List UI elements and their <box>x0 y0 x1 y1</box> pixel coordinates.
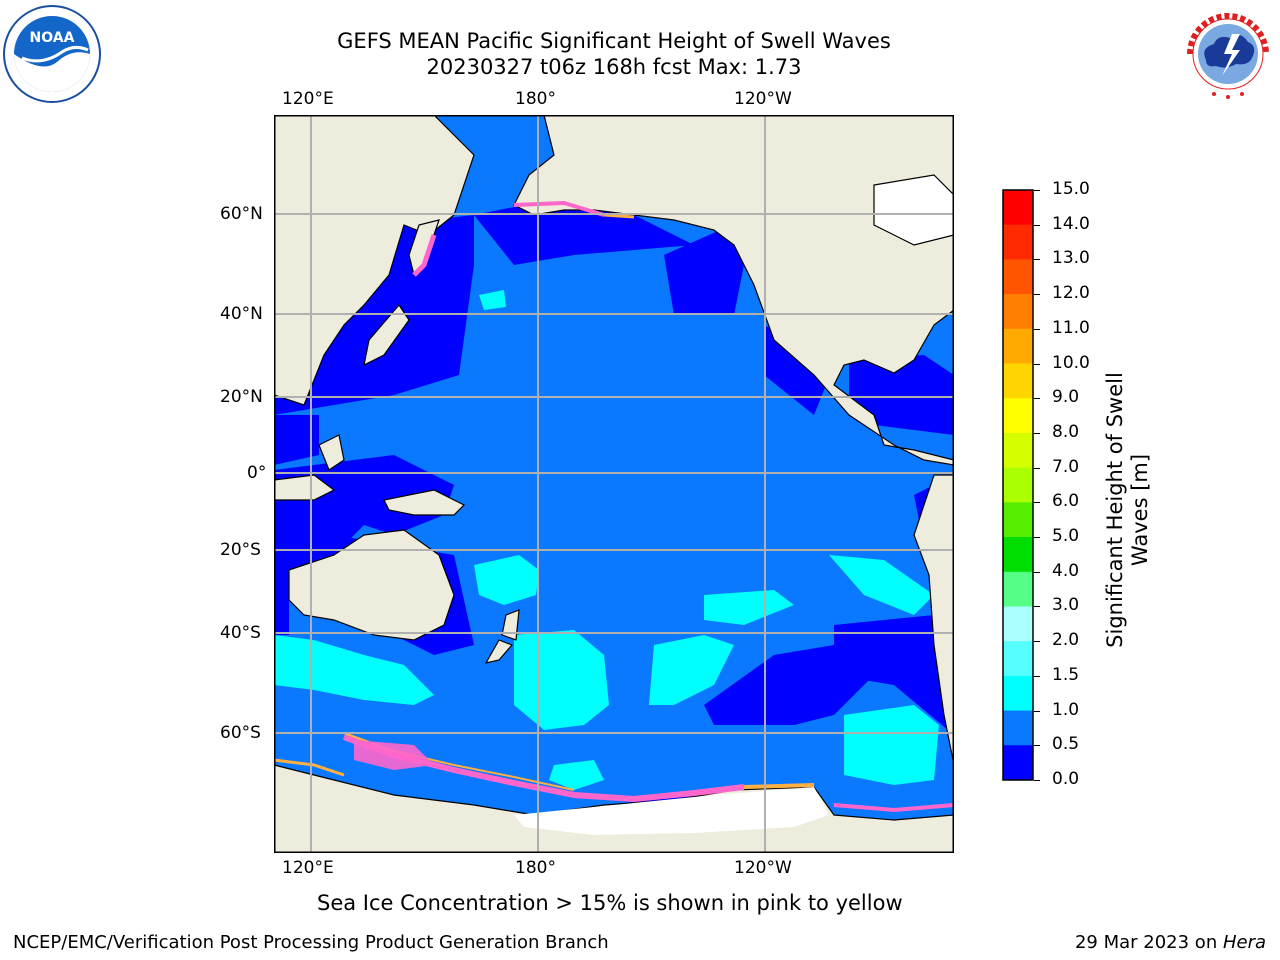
colorbar-tick-mark <box>1034 294 1040 296</box>
colorbar-tick-label: 0.0 <box>1052 769 1080 789</box>
lat-label: 60°S <box>220 723 261 743</box>
colorbar-frame <box>1002 189 1034 781</box>
colorbar-swatch <box>1003 190 1033 226</box>
top-lon-label: 120°E <box>282 89 334 109</box>
footer-machine: Hera <box>1222 932 1266 953</box>
top-lon-label: 180° <box>515 89 556 109</box>
colorbar-swatch <box>1003 675 1033 712</box>
colorbar-tick-mark <box>1034 190 1040 191</box>
colorbar-tick-mark <box>1034 502 1040 504</box>
colorbar-swatch <box>1003 259 1033 295</box>
colorbar-swatch <box>1003 606 1033 642</box>
colorbar-tick-label: 13.0 <box>1052 248 1090 269</box>
footer-date: 29 Mar 2023 on Hera <box>1075 932 1266 953</box>
colorbar-tick-label: 8.0 <box>1052 421 1080 442</box>
colorbar-tick-label: 5.0 <box>1052 526 1080 547</box>
footer-date-text: 29 Mar 2023 on <box>1074 932 1223 953</box>
colorbar-tick-label: 1.5 <box>1052 664 1080 685</box>
colorbar-tick-mark <box>1034 224 1040 226</box>
colorbar-tick-label: 10.0 <box>1052 352 1090 373</box>
bottom-lon-label: 120°E <box>282 858 334 878</box>
colorbar-swatch <box>1003 745 1033 781</box>
map-title-line1: GEFS MEAN Pacific Significant Height of … <box>337 29 891 53</box>
colorbar-swatch <box>1003 537 1033 573</box>
colorbar-tick-mark <box>1034 606 1040 608</box>
lat-label: 40°S <box>220 623 261 643</box>
colorbar-swatch <box>1003 641 1033 677</box>
noaa-logo: NOAA <box>3 5 101 103</box>
colorbar-tick-mark <box>1034 328 1040 330</box>
colorbar-tick-mark <box>1034 745 1040 747</box>
lat-label: 40°N <box>220 304 263 324</box>
colorbar-tick-label: 4.0 <box>1052 560 1080 581</box>
colorbar-swatch <box>1003 571 1033 607</box>
sea-ice-caption: Sea Ice Concentration > 15% is shown in … <box>317 891 903 915</box>
colorbar-tick-label: 9.0 <box>1052 387 1080 408</box>
graticule <box>274 115 954 853</box>
colorbar-tick-label: 12.0 <box>1052 283 1090 304</box>
lat-label: 0° <box>247 463 267 483</box>
colorbar-tick-label: 1.0 <box>1052 699 1080 720</box>
colorbar-label-line1: Significant Height of Swell <box>1103 372 1127 648</box>
colorbar-tick-mark <box>1034 641 1040 643</box>
colorbar-tick-label: 2.0 <box>1052 630 1080 651</box>
colorbar-swatch <box>1003 398 1033 434</box>
map-title-line2: 20230327 t06z 168h fcst Max: 1.73 <box>426 55 802 79</box>
sea-ice <box>274 200 954 813</box>
lat-label: 20°S <box>220 540 261 560</box>
colorbar-tick-mark <box>1034 398 1040 400</box>
colorbar-swatch <box>1003 502 1033 538</box>
pacific-swell-map <box>274 115 954 853</box>
bottom-lon-label: 120°W <box>734 858 792 878</box>
colorbar-swatch <box>1003 363 1033 399</box>
colorbar-tick-mark <box>1034 571 1040 573</box>
colorbar-tick-mark <box>1034 780 1040 781</box>
lat-label: 60°N <box>220 204 263 224</box>
colorbar-swatch <box>1003 294 1033 330</box>
bottom-lon-label: 180° <box>515 858 556 878</box>
colorbar-tick-label: 11.0 <box>1052 317 1090 338</box>
colorbar <box>1002 189 1034 781</box>
nws-logo <box>1180 6 1276 102</box>
colorbar-tick-mark <box>1034 432 1040 434</box>
colorbar-tick-label: 3.0 <box>1052 595 1080 616</box>
ice-shelf <box>514 787 829 835</box>
colorbar-label: Significant Height of Swell Waves [m] <box>1103 210 1153 810</box>
colorbar-tick-mark <box>1034 467 1040 469</box>
colorbar-tick-mark <box>1034 259 1040 261</box>
colorbar-swatch <box>1003 467 1033 503</box>
footer-branch: NCEP/EMC/Verification Post Processing Pr… <box>13 932 609 953</box>
colorbar-tick-label: 7.0 <box>1052 456 1080 477</box>
colorbar-tick-label: 6.0 <box>1052 491 1080 512</box>
colorbar-tick-label: 15.0 <box>1052 179 1090 199</box>
colorbar-swatch <box>1003 224 1033 260</box>
colorbar-swatch <box>1003 710 1033 746</box>
colorbar-tick-mark <box>1034 675 1040 677</box>
colorbar-label-line2: Waves [m] <box>1128 453 1152 567</box>
colorbar-tick-mark <box>1034 710 1040 712</box>
colorbar-tick-mark <box>1034 537 1040 539</box>
noaa-logo-text: NOAA <box>30 30 75 46</box>
colorbar-tick-label: 0.5 <box>1052 734 1080 755</box>
map-frame <box>274 115 954 853</box>
colorbar-swatch <box>1003 328 1033 365</box>
colorbar-tick-mark <box>1034 363 1040 365</box>
top-lon-label: 120°W <box>734 89 792 109</box>
colorbar-swatch <box>1003 432 1033 469</box>
lat-label: 20°N <box>220 387 263 407</box>
colorbar-tick-label: 14.0 <box>1052 213 1090 234</box>
